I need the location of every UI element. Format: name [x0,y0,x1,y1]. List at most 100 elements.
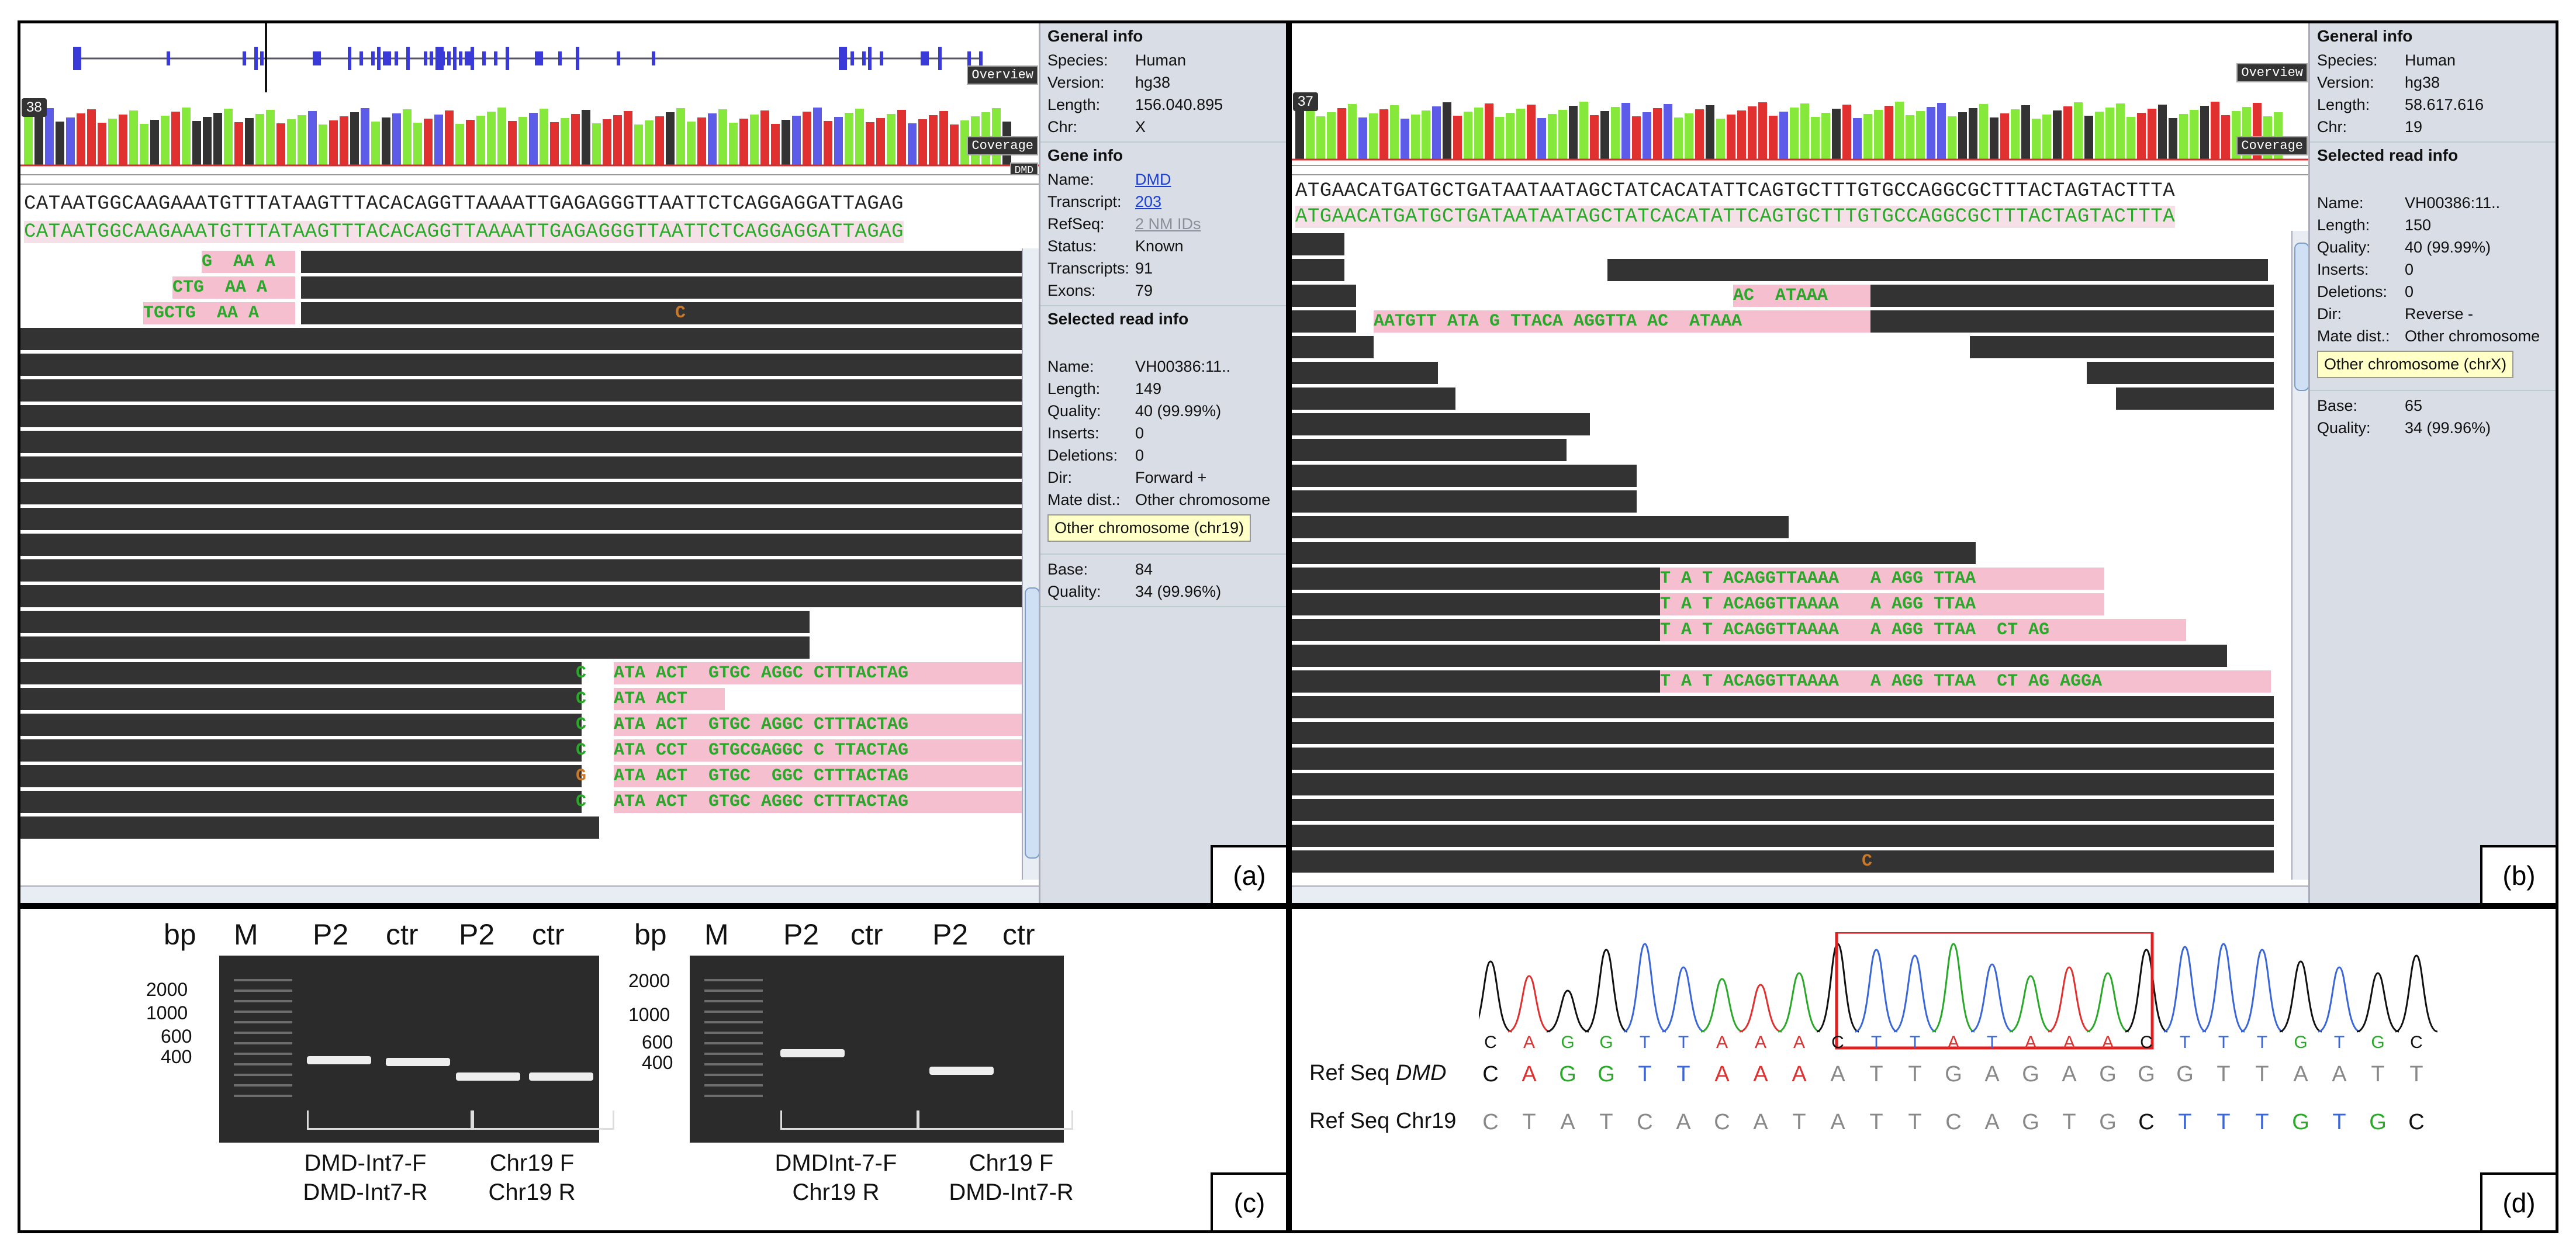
read[interactable] [1292,645,2227,667]
overview-button[interactable]: Overview [2236,63,2308,82]
read[interactable] [20,662,582,684]
coverage-bar [1379,109,1388,160]
read[interactable] [1292,825,2274,847]
ladder-band [234,1021,292,1023]
alignment-viewer-a[interactable]: 38 Overview Coverage DMD CATAATGGCAAGAAA… [20,23,1040,903]
gene-name-link[interactable]: DMD [1135,171,1171,188]
gel2-bp-label: bp [634,918,667,951]
read[interactable] [20,328,1026,350]
read[interactable] [1292,413,1590,435]
read[interactable] [20,508,1026,530]
read[interactable] [1292,593,1660,615]
read[interactable] [301,251,1026,273]
soft-clipped-read[interactable]: ATA CCT GTGCGAGGC C TTACTAG [614,739,1026,762]
read[interactable] [1970,336,2274,358]
read[interactable] [20,636,810,659]
read[interactable] [1292,310,1356,333]
gel2-size-1000: 1000 [628,1004,670,1025]
read[interactable] [301,302,1026,324]
soft-clipped-read[interactable]: AATGTT ATA G TTACA AGGTTA AC ATAAA [1374,310,1870,333]
soft-clipped-read[interactable]: T A T ACAGGTTAAAA A AGG TTAA CT AG [1660,619,2186,641]
base-letter: C [2138,1110,2155,1134]
read[interactable] [1292,439,1567,461]
alignment-viewer-b[interactable]: 37 Overview Coverage ATGAACATGATGCTGATAA… [1292,23,2310,903]
coverage-button[interactable]: Coverage [2236,136,2308,155]
base-letter: C [2140,1033,2153,1052]
soft-clipped-read[interactable]: ATA ACT GTGC GGC CTTTACTAG [614,765,1026,787]
read[interactable] [20,688,582,710]
scrollbar-thumb[interactable] [2294,243,2309,391]
soft-clipped-read[interactable]: T A T ACAGGTTAAAA A AGG TTAA CT AG AGGA [1660,670,2271,693]
read[interactable] [1292,516,1789,538]
scrollbar-thumb[interactable] [1025,587,1040,859]
soft-clipped-read[interactable]: ATA ACT GTGC AGGC CTTTACTAG [614,791,1026,813]
soft-clipped-read[interactable]: AC ATAAA [1733,285,1870,307]
read[interactable] [1292,542,1976,564]
coverage-bar [750,115,759,165]
read[interactable] [1292,233,1344,255]
read[interactable] [20,714,582,736]
base-letter: T [1599,1110,1613,1134]
soft-clipped-read[interactable]: G AA A GC A [202,251,412,273]
trace-peak [2009,975,2052,1033]
coverage-bar [1927,107,1935,160]
read[interactable] [20,816,599,839]
soft-clipped-read[interactable]: ATA ACT GTGC AGGC CTTTACTAG [614,714,1026,736]
read[interactable] [20,739,582,762]
horizontal-scrollbar[interactable] [20,885,1040,903]
transcript-link[interactable]: 203 [1135,193,1162,210]
vertical-scrollbar[interactable] [1022,248,1040,880]
read[interactable] [2087,362,2274,384]
read[interactable] [20,482,1026,504]
read[interactable] [1292,670,1660,693]
read[interactable] [1292,259,1344,281]
read[interactable] [1292,387,1455,410]
read[interactable] [1292,362,1438,384]
chromatogram [1479,932,2438,1050]
read[interactable] [1292,748,2274,770]
read[interactable] [301,276,1026,299]
read[interactable] [20,585,1026,607]
horizontal-scrollbar[interactable] [1292,885,2310,903]
read[interactable] [20,559,1026,582]
read[interactable] [1870,310,2274,333]
coverage-button[interactable]: Coverage [967,136,1038,155]
read[interactable] [1292,850,2274,873]
read[interactable] [20,431,1026,453]
soft-clipped-read[interactable]: TGCTG AA A GC A [143,302,396,324]
read[interactable] [20,456,1026,479]
soft-clipped-read[interactable]: ATA ACT [614,688,725,710]
read[interactable] [1292,799,2274,821]
exon-tick [167,51,170,65]
read[interactable] [1607,259,2268,281]
read[interactable] [20,611,810,633]
base-letter: A [1984,1110,2000,1134]
read[interactable] [1292,619,1660,641]
info-row: Length: 149 [1047,380,1162,397]
read[interactable] [1870,285,2274,307]
read[interactable] [1292,285,1356,307]
read[interactable] [1292,568,1660,590]
refseq-link[interactable]: 2 NM IDs [1135,215,1201,233]
read[interactable] [1292,336,1374,358]
soft-clipped-read[interactable]: ATA ACT GTGC AGGC CTTTACTAG [614,662,1026,684]
soft-clipped-read[interactable]: CTG AA A GC A [172,276,404,299]
read[interactable] [1292,696,2274,718]
overview-button[interactable]: Overview [967,65,1038,85]
read[interactable] [1292,465,1637,487]
base-letter: T [1792,1110,1806,1134]
read[interactable] [1292,773,2274,795]
read[interactable] [20,791,582,813]
read[interactable] [1292,490,1637,513]
soft-clipped-read[interactable]: T A T ACAGGTTAAAA A AGG TTAA [1660,593,2104,615]
read[interactable] [20,354,1026,376]
read[interactable] [20,405,1026,427]
read[interactable] [20,379,1026,402]
vertical-scrollbar[interactable] [2291,231,2310,880]
read-lead-base: G [576,766,587,786]
read[interactable] [20,765,582,787]
read[interactable] [2116,387,2274,410]
read[interactable] [1292,722,2274,744]
read[interactable] [20,534,1026,556]
soft-clipped-read[interactable]: T A T ACAGGTTAAAA A AGG TTAA [1660,568,2104,590]
